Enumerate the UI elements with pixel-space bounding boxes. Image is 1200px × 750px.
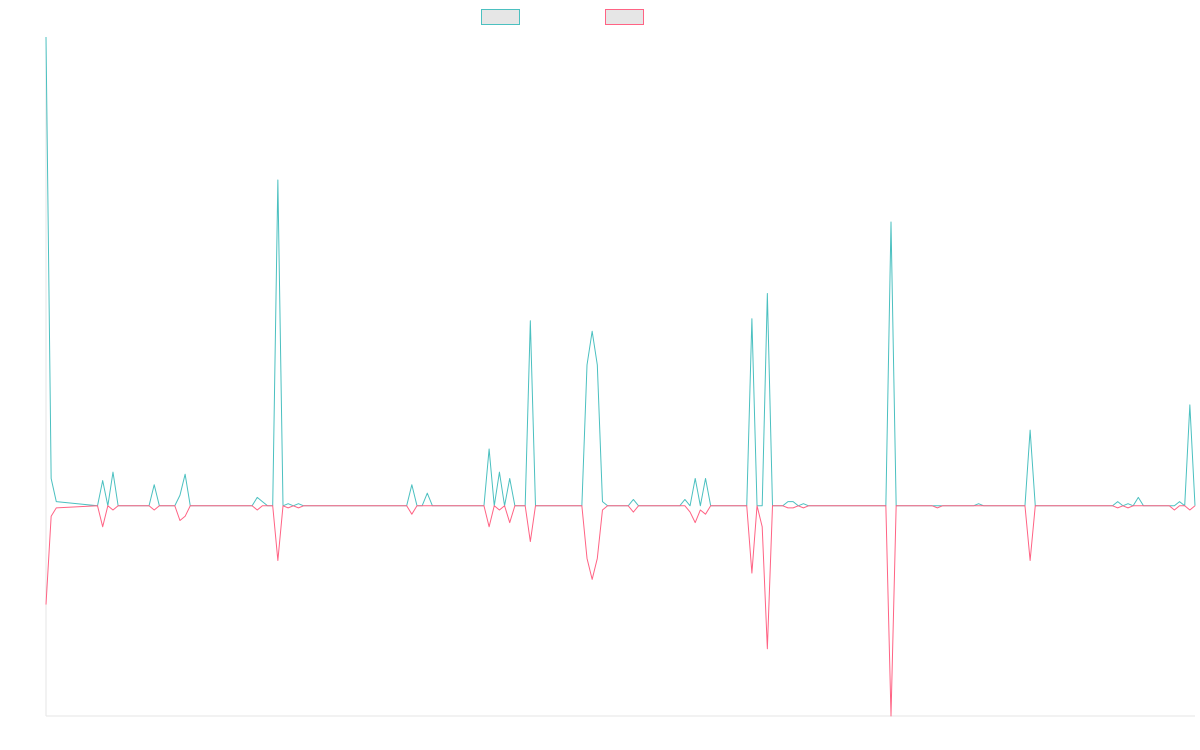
legend-swatch-series-2[interactable] xyxy=(605,9,644,25)
series-line-2[interactable] xyxy=(45,505,1196,717)
legend-swatch-series-1[interactable] xyxy=(481,9,520,25)
series-line-1[interactable] xyxy=(45,36,1196,507)
